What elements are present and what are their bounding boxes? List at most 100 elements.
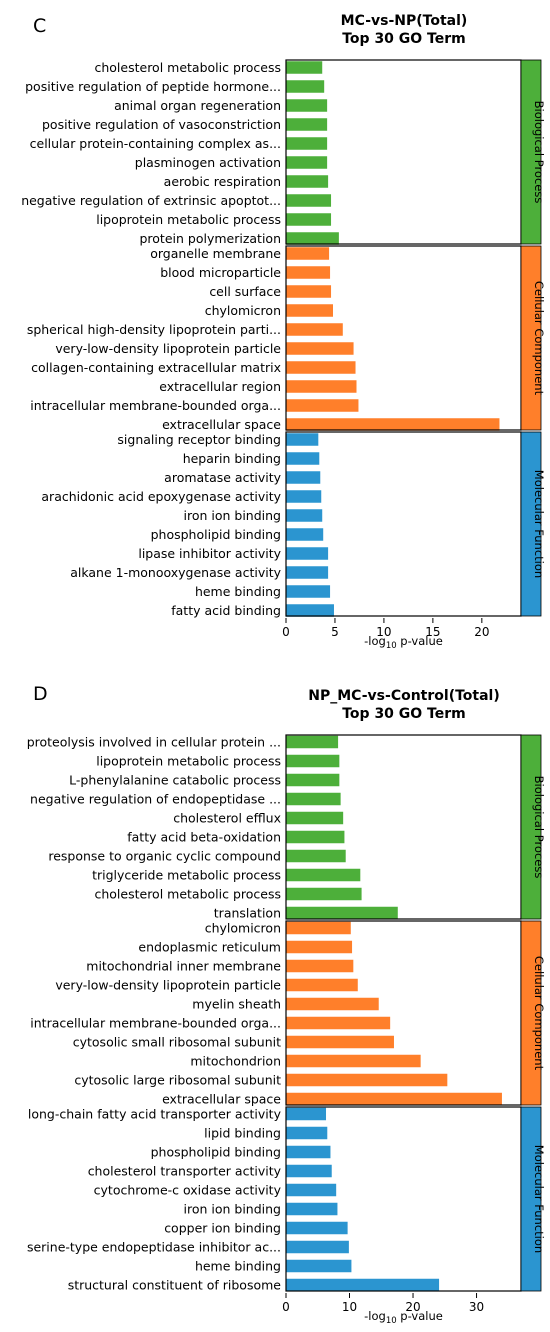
bar <box>286 1164 332 1178</box>
category-label: endoplasmic reticulum <box>138 940 281 955</box>
x-axis-label-pre: -log <box>364 1309 386 1323</box>
bar <box>286 921 351 935</box>
x-axis-label-pre: -log <box>364 634 386 648</box>
group-cellular-component: chylomicron endoplasmic reticulum mitochon… <box>30 920 546 1107</box>
bar <box>286 380 357 393</box>
category-label: intracellular membrane-bounded orga... <box>30 398 281 413</box>
facet-strip <box>520 245 542 431</box>
category-label: intracellular membrane-bounded orga... <box>30 1016 281 1031</box>
facet-strip-label: Biological Process <box>532 101 546 204</box>
x-tick-label: 10 <box>376 625 391 639</box>
category-label: cell surface <box>209 284 281 299</box>
bar <box>286 1016 391 1030</box>
category-label: lipid binding <box>204 1126 281 1141</box>
facet-strip-label: Molecular Function <box>532 1145 546 1253</box>
bar <box>286 213 332 226</box>
x-tick-label: 5 <box>331 625 339 639</box>
bar <box>286 304 333 317</box>
bar <box>286 1092 502 1106</box>
bar <box>286 418 500 431</box>
category-label: organelle membrane <box>150 246 281 261</box>
category-label: L-phenylalanine catabolic process <box>69 773 281 788</box>
bar <box>286 232 339 245</box>
category-label: cellular protein-containing complex as..… <box>30 136 281 151</box>
bar <box>286 399 359 412</box>
bar <box>286 887 362 901</box>
bar <box>286 490 322 503</box>
bar <box>286 792 341 806</box>
bar <box>286 1221 348 1235</box>
group-biological-process: cholesterol metabolic process positive re… <box>21 59 546 246</box>
x-tick-label: 30 <box>469 1300 484 1314</box>
facet-strip <box>520 59 542 245</box>
x-axis-label: -log10 p-value <box>364 634 443 651</box>
bar <box>286 99 328 112</box>
x-tick-label: 10 <box>342 1300 357 1314</box>
chart-panel-d: D NP_MC-vs-Control(Total) Top 30 GO Term pr… <box>27 683 546 1326</box>
category-label: animal organ regeneration <box>114 98 281 113</box>
category-label: blood microparticle <box>160 265 281 280</box>
group-cellular-component: organelle membrane blood microparticle cel… <box>27 245 546 432</box>
chart-title: MC-vs-NP(Total) <box>341 13 468 29</box>
category-label: triglyceride metabolic process <box>92 868 281 883</box>
bar <box>286 1054 421 1068</box>
bar <box>286 118 328 131</box>
bar <box>286 997 379 1011</box>
category-label: chylomicron <box>205 303 281 318</box>
bar <box>286 61 323 74</box>
bar <box>286 361 356 374</box>
group-biological-process: proteolysis involved in cellular protein… <box>27 734 546 921</box>
category-label: heparin binding <box>183 451 281 466</box>
x-axis-label: -log10 p-value <box>364 1309 443 1326</box>
bar <box>286 868 361 882</box>
panel-letter: C <box>33 15 46 37</box>
category-label: arachidonic acid epoxygenase activity <box>41 489 281 504</box>
category-label: lipase inhibitor activity <box>138 546 281 561</box>
panel-letter: D <box>33 683 48 705</box>
x-axis-label-post: p-value <box>397 634 443 648</box>
bar <box>286 175 329 188</box>
bar <box>286 80 325 93</box>
bar <box>286 735 339 749</box>
facet-strip-label: Biological Process <box>532 776 546 879</box>
chart-subtitle: Top 30 GO Term <box>342 31 466 47</box>
category-label: iron ion binding <box>184 1202 282 1217</box>
bar <box>286 585 331 598</box>
bar <box>286 1126 328 1140</box>
facet-strip <box>520 734 542 920</box>
bar <box>286 978 358 992</box>
bar <box>286 342 354 355</box>
category-label: fatty acid binding <box>171 603 281 618</box>
bar <box>286 137 328 150</box>
group-molecular-function: signaling receptor binding heparin bindin… <box>41 431 546 618</box>
bar <box>286 433 319 446</box>
bar <box>286 811 344 825</box>
category-label: extracellular space <box>162 417 281 432</box>
category-label: positive regulation of vasoconstriction <box>42 117 281 132</box>
category-label: aerobic respiration <box>164 174 281 189</box>
category-label: cholesterol efflux <box>173 811 281 826</box>
x-tick-label: 15 <box>425 625 440 639</box>
category-label: structural constituent of ribosome <box>68 1278 282 1293</box>
bar <box>286 1240 349 1254</box>
category-label: extracellular region <box>159 379 281 394</box>
bar <box>286 266 331 279</box>
bar <box>286 547 329 560</box>
category-label: fatty acid beta-oxidation <box>127 830 281 845</box>
facet-strip-label: Cellular Component <box>532 956 546 1071</box>
category-label: very-low-density lipoprotein particle <box>55 341 281 356</box>
bar <box>286 285 332 298</box>
category-label: extracellular space <box>162 1092 281 1107</box>
category-label: response to organic cyclic compound <box>48 849 281 864</box>
x-tick-label: 20 <box>405 1300 420 1314</box>
category-label: cytosolic small ribosomal subunit <box>73 1035 281 1050</box>
group-molecular-function: long-chain fatty acid transporter activi… <box>27 1106 546 1293</box>
chart-panel-c: C MC-vs-NP(Total) Top 30 GO Term cholestero… <box>21 13 546 651</box>
category-label: translation <box>214 906 281 921</box>
bar <box>286 1035 394 1049</box>
bar <box>286 471 321 484</box>
bar <box>286 1278 440 1292</box>
x-axis-label-sub: 10 <box>386 1316 397 1326</box>
x-tick-label: 0 <box>282 1300 290 1314</box>
